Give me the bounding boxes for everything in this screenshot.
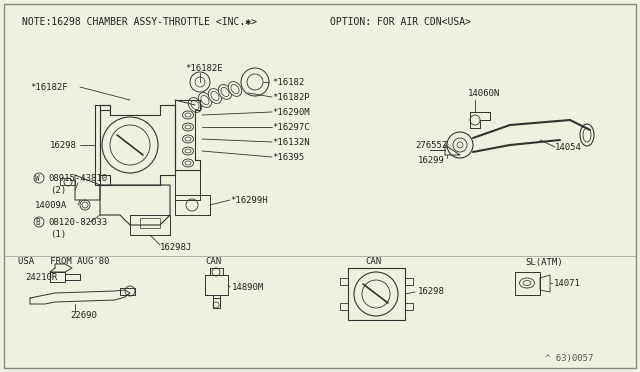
Text: *16297C: *16297C [272,122,310,131]
Text: 16298: 16298 [50,141,77,150]
Text: 22690: 22690 [70,311,97,320]
Ellipse shape [218,84,232,99]
Ellipse shape [583,128,591,142]
Ellipse shape [188,97,202,112]
Ellipse shape [185,137,191,141]
Text: *16299H: *16299H [230,196,268,205]
Ellipse shape [185,113,191,117]
Circle shape [453,138,467,152]
Text: 14890M: 14890M [232,282,264,292]
Text: W: W [35,173,40,183]
Text: *16132N: *16132N [272,138,310,147]
Ellipse shape [185,149,191,153]
Text: SL(ATM): SL(ATM) [525,257,563,266]
Circle shape [457,142,463,148]
Text: *16395: *16395 [272,153,304,161]
Ellipse shape [228,81,242,96]
Text: 16298J: 16298J [160,244,192,253]
Text: 14071: 14071 [554,279,581,288]
Text: CAN: CAN [365,257,381,266]
Text: 14009A: 14009A [35,201,67,209]
Text: 14060N: 14060N [468,89,500,97]
Ellipse shape [520,278,534,288]
Text: ^ 63)0057: ^ 63)0057 [545,353,593,362]
Text: 24210R: 24210R [25,273,57,282]
Text: 27655Z: 27655Z [415,141,447,150]
Text: *16182P: *16182P [272,93,310,102]
Ellipse shape [182,147,193,155]
Circle shape [212,268,220,276]
Circle shape [241,68,269,96]
Ellipse shape [523,280,531,285]
Text: (1): (1) [50,230,66,238]
Text: *16290M: *16290M [272,108,310,116]
Ellipse shape [185,161,191,165]
Ellipse shape [191,100,199,110]
Circle shape [195,77,205,87]
Circle shape [447,132,473,158]
Text: USA   FROM AUG'80: USA FROM AUG'80 [18,257,109,266]
Text: *16182: *16182 [272,77,304,87]
Circle shape [362,280,390,308]
Circle shape [470,115,480,125]
Circle shape [82,202,88,208]
Circle shape [354,272,398,316]
Text: 16299: 16299 [418,155,445,164]
Circle shape [186,199,198,211]
Text: 08915-43810: 08915-43810 [48,173,107,183]
Circle shape [64,178,72,186]
Text: *16182E: *16182E [185,64,223,73]
Ellipse shape [208,89,221,103]
Text: (2): (2) [50,186,66,195]
Circle shape [247,74,263,90]
Ellipse shape [185,125,191,129]
Ellipse shape [182,159,193,167]
Ellipse shape [211,92,219,100]
Circle shape [110,125,150,165]
Ellipse shape [182,135,193,143]
Text: 08120-82033: 08120-82033 [48,218,107,227]
Text: *16182F: *16182F [30,83,68,92]
Text: NOTE:16298 CHAMBER ASSY-THROTTLE <INC.✱>: NOTE:16298 CHAMBER ASSY-THROTTLE <INC.✱> [22,17,257,27]
Ellipse shape [182,123,193,131]
Text: 16298: 16298 [418,288,445,296]
Bar [140,218,160,228]
Ellipse shape [221,87,229,97]
Circle shape [125,286,135,296]
Circle shape [190,72,210,92]
Text: OPTION: FOR AIR CDN<USA>: OPTION: FOR AIR CDN<USA> [330,17,471,27]
Ellipse shape [201,96,209,105]
Text: 14054: 14054 [555,142,582,151]
Ellipse shape [580,124,594,146]
Circle shape [80,200,90,210]
Text: B: B [35,218,40,227]
Circle shape [102,117,158,173]
Ellipse shape [231,84,239,94]
Text: CAN: CAN [205,257,221,266]
Ellipse shape [198,93,212,108]
Ellipse shape [182,111,193,119]
Circle shape [213,302,219,308]
